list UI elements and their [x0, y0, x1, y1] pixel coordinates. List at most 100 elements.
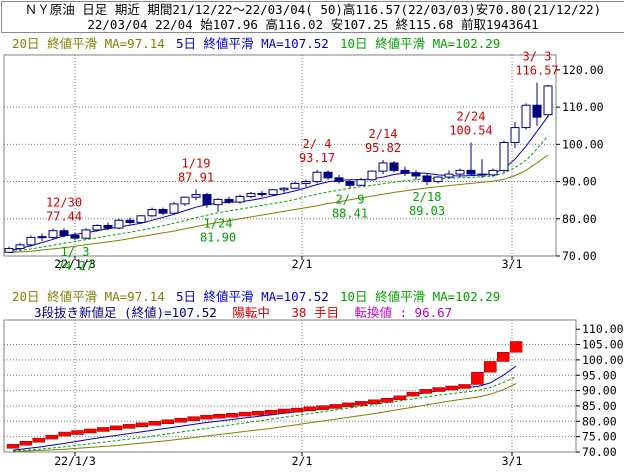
annotation-date: 1/24 — [204, 217, 233, 231]
candle — [477, 173, 487, 176]
y-tick-label: 90.00 — [582, 384, 617, 398]
status-part-2: 陽転中 — [232, 305, 270, 320]
annotation-date: 2/18 — [413, 190, 442, 204]
new-price-brick — [213, 413, 226, 419]
annotation-value: 93.17 — [299, 151, 335, 165]
new-price-brick — [32, 437, 46, 443]
y-tick-label: 70.00 — [582, 445, 617, 459]
y-tick-label: 85.00 — [582, 399, 617, 413]
legend-ma10-top: 10日 終値平滑 MA=102.29 — [340, 36, 500, 51]
candle — [455, 169, 465, 175]
new-price-brick — [419, 389, 433, 394]
new-price-brick — [200, 414, 213, 420]
new-price-brick — [445, 385, 458, 391]
new-price-brick — [135, 422, 149, 428]
x-tick-label: 22/1/3 — [54, 454, 96, 468]
new-price-brick — [122, 424, 136, 429]
new-price-brick — [406, 391, 420, 397]
plot-frame-top — [3, 54, 557, 257]
candle — [290, 182, 300, 189]
ma20-line-bottom — [12, 383, 517, 453]
candle — [411, 172, 421, 177]
annotation-value: 89.03 — [409, 204, 445, 218]
new-price-brick — [380, 398, 394, 403]
new-price-brick — [484, 361, 497, 373]
candle — [521, 104, 531, 129]
candle — [202, 194, 212, 206]
candle — [191, 194, 201, 198]
y-tick-label: 80.00 — [582, 414, 617, 428]
new-price-brick — [6, 444, 20, 449]
new-price-brick — [509, 341, 523, 353]
candle — [70, 235, 80, 239]
y-tick-label: 80.00 — [562, 212, 597, 226]
y-tick-label: 90.00 — [562, 175, 597, 189]
y-tick-label: 105.00 — [582, 338, 624, 352]
new-price-brick — [316, 405, 329, 410]
new-price-brick — [432, 387, 445, 392]
candle — [543, 85, 553, 116]
new-price-brick — [238, 411, 252, 417]
new-price-brick — [71, 430, 84, 435]
annotation-value: 74.27 — [57, 259, 93, 273]
new-price-brick — [264, 410, 278, 415]
y-tick-label: 75.00 — [582, 430, 617, 444]
annotation-date: 12/30 — [46, 195, 82, 209]
candle — [125, 219, 135, 223]
candle — [180, 196, 190, 205]
candle — [213, 198, 223, 206]
candle — [136, 215, 146, 224]
x-tick-label: 22/1/3 — [54, 257, 96, 271]
new-price-brick — [290, 407, 304, 413]
candle — [158, 208, 168, 214]
legend-ma5-bottom: 5日 終値平滑 MA=107.52 — [176, 289, 329, 304]
new-price-brick — [19, 441, 33, 446]
annotation-date: 2/ 4 — [303, 137, 332, 151]
x-tick-label: 3/1 — [502, 257, 523, 271]
annotation-date: 2/ 9 — [336, 192, 365, 206]
annotation-date: 1/19 — [182, 156, 211, 170]
candle — [103, 224, 113, 229]
new-price-brick — [458, 384, 471, 389]
candle — [147, 208, 157, 217]
candle — [169, 203, 179, 214]
new-price-brick — [58, 431, 71, 437]
ma10-line-top — [8, 135, 549, 252]
x-tick-label: 2/1 — [292, 257, 313, 271]
annotation-value: 88.41 — [332, 206, 368, 220]
new-price-brick — [329, 404, 342, 409]
legend-ma10-bottom: 10日 終値平滑 MA=102.29 — [340, 289, 500, 304]
y-tick-label: 120.00 — [562, 63, 604, 77]
candle — [37, 236, 47, 239]
candle — [26, 236, 36, 246]
legend-ma5-top: 5日 終値平滑 MA=107.52 — [176, 36, 329, 51]
candle — [323, 171, 333, 179]
new-price-brick — [109, 425, 123, 431]
candle — [92, 224, 102, 231]
y-tick-label: 70.00 — [562, 249, 597, 263]
candle — [48, 230, 58, 238]
annotation-value: 100.54 — [449, 123, 492, 137]
new-price-brick — [393, 395, 407, 401]
candle — [334, 177, 344, 183]
candle — [114, 219, 124, 229]
candle — [400, 169, 410, 174]
annotation-date: 2/14 — [369, 127, 398, 141]
candle — [389, 162, 399, 171]
candle — [279, 187, 289, 191]
y-tick-label: 110.00 — [582, 322, 624, 336]
annotation-date: 3/ 3 — [523, 50, 552, 64]
new-price-brick — [45, 434, 58, 440]
candle — [59, 230, 69, 237]
new-price-brick — [187, 416, 200, 421]
new-price-brick — [84, 428, 97, 434]
candle — [532, 104, 542, 118]
status-part-3: 38 手目 — [291, 305, 339, 320]
candlestick-panel: 120.00 110.00 100.00 90.00 80.00 70.00 22/1/3 2… — [3, 50, 604, 273]
candle — [15, 244, 25, 250]
legend-ma20-bottom: 20日 終値平滑 MA=97.14 — [12, 289, 165, 304]
candle — [378, 162, 388, 172]
candle — [4, 248, 14, 253]
